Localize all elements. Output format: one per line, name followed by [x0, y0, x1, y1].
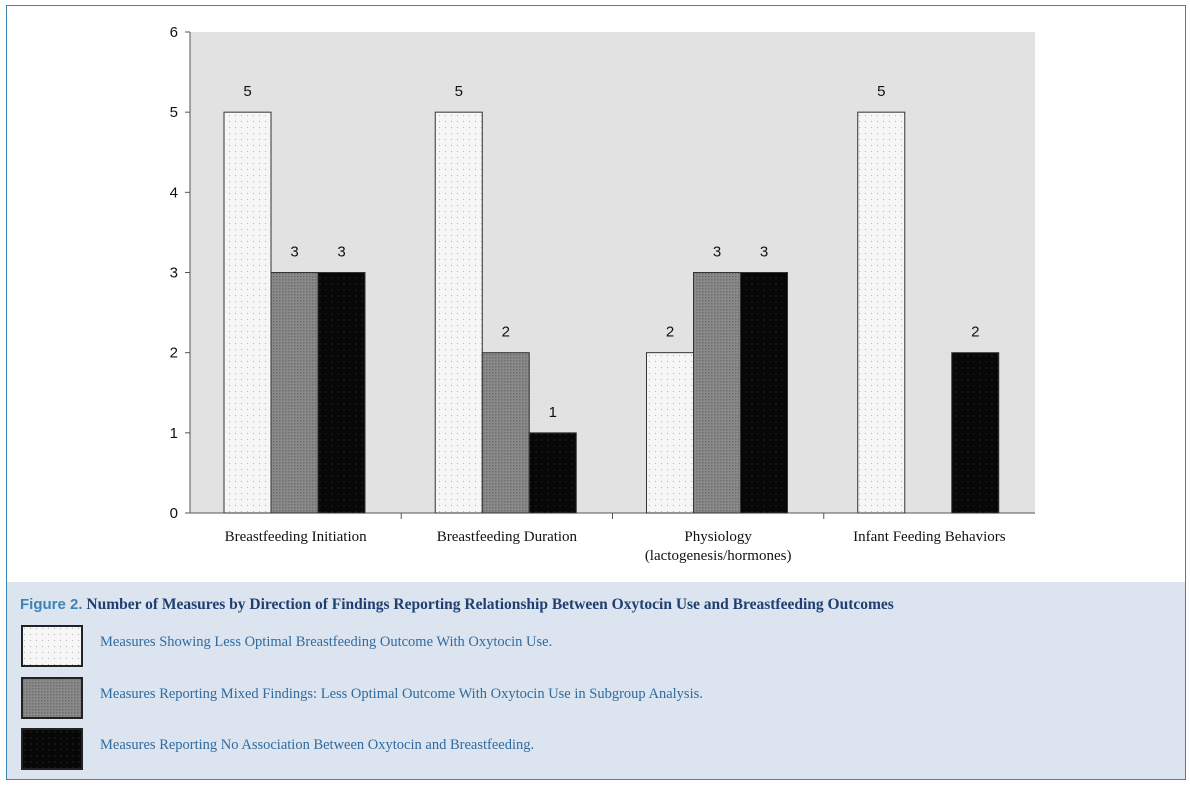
bar-no-association	[740, 272, 788, 514]
y-tick-label: 1	[170, 425, 178, 442]
bar-no-association	[317, 272, 366, 514]
bar-value-label: 2	[666, 324, 674, 341]
bar-chart: 0 1 2 3 4 5 6 5 3 3 5 2 1 2 3 3 5 2 Breastfeeding Initia…	[170, 24, 1035, 564]
x-category-label: (lactogenesis/hormones)	[645, 548, 792, 564]
bar-less-optimal	[223, 111, 272, 514]
x-category-label: Breastfeeding Initiation	[225, 529, 368, 545]
figure-caption: Figure 2. Number of Measures by Directio…	[20, 596, 894, 614]
legend-label-no-association: Measures Reporting No Association Betwee…	[100, 737, 535, 753]
bar-no-association	[528, 432, 577, 514]
legend-label-less-optimal: Measures Showing Less Optimal Breastfeed…	[100, 634, 553, 650]
bar-mixed	[693, 272, 741, 514]
bar-value-label: 1	[549, 404, 557, 421]
x-category-label: Breastfeeding Duration	[437, 529, 578, 545]
legend-swatch-no-association	[21, 728, 83, 770]
bar-value-label: 5	[877, 83, 885, 100]
y-tick-label: 3	[170, 265, 178, 282]
bar-value-label: 3	[760, 244, 768, 261]
bar-value-label: 5	[243, 83, 251, 100]
bar-value-label: 3	[713, 244, 721, 261]
bar-value-label: 2	[502, 324, 510, 341]
x-category-label: Infant Feeding Behaviors	[853, 529, 1006, 545]
y-tick-label: 5	[170, 104, 178, 121]
bar-mixed	[270, 272, 319, 514]
y-tick-label: 6	[170, 24, 178, 41]
y-tick-label: 4	[170, 184, 178, 201]
legend-swatch-mixed	[21, 677, 83, 719]
bar-less-optimal	[857, 111, 906, 514]
legend-swatch-less-optimal	[21, 625, 83, 667]
caption-panel: Figure 2. Number of Measures by Directio…	[7, 582, 1185, 779]
bar-value-label: 3	[337, 244, 345, 261]
figure-title: Number of Measures by Direction of Findi…	[86, 596, 894, 613]
y-tick-label: 0	[170, 505, 178, 522]
bar-mixed	[481, 352, 530, 514]
bar-no-association	[951, 352, 1000, 514]
bar-less-optimal	[646, 352, 694, 514]
legend-label-mixed: Measures Reporting Mixed Findings: Less …	[100, 686, 703, 702]
bar-value-label: 2	[971, 324, 979, 341]
x-category-label: Physiology	[684, 529, 752, 545]
bar-less-optimal	[434, 111, 483, 514]
bar-value-label: 3	[290, 244, 298, 261]
figure-label: Figure 2.	[20, 596, 83, 613]
bar-value-label: 5	[455, 83, 463, 100]
y-tick-label: 2	[170, 345, 178, 362]
